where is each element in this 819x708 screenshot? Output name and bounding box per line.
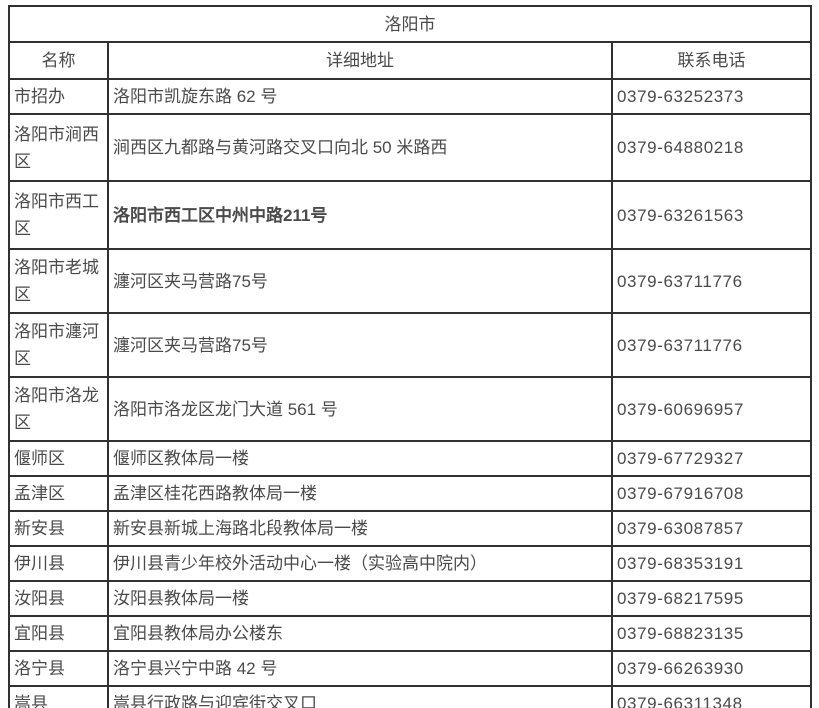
cell-address: 嵩县行政路与迎宾街交叉口 (107, 685, 613, 708)
cell-name: 伊川县 (8, 545, 109, 582)
cell-address: 洛阳市洛龙区龙门大道 561 号 (107, 376, 613, 442)
table-row: 洛宁县 洛宁县兴宁中路 42 号 0379-66263930 (8, 650, 813, 687)
cell-name: 洛阳市洛龙区 (8, 376, 109, 442)
cell-name: 偃师区 (8, 440, 109, 477)
header-row: 名称 详细地址 联系电话 (8, 41, 813, 80)
cell-name: 汝阳县 (8, 580, 109, 617)
cell-address: 孟津区桂花西路教体局一楼 (107, 475, 613, 512)
cell-phone: 0379-66263930 (610, 650, 813, 687)
cell-phone: 0379-67729327 (610, 440, 813, 477)
table-title: 洛阳市 (7, 5, 813, 43)
cell-address: 偃师区教体局一楼 (107, 440, 613, 477)
contact-table: 洛阳市 名称 详细地址 联系电话 市招办 洛阳市凯旋东路 62 号 0379-6… (7, 5, 813, 708)
cell-name: 市招办 (8, 78, 109, 115)
cell-phone: 0379-63711776 (610, 248, 813, 314)
cell-address: 涧西区九都路与黄河路交叉口向北 50 米路西 (107, 113, 613, 182)
table-row: 洛阳市老城区 瀍河区夹马营路75号 0379-63711776 (8, 248, 813, 314)
column-header-phone: 联系电话 (610, 41, 813, 80)
table-row: 洛阳市西工区 洛阳市西工区中州中路211号 0379-63261563 (8, 180, 813, 250)
cell-address: 洛宁县兴宁中路 42 号 (107, 650, 613, 687)
cell-name: 新安县 (8, 510, 109, 547)
cell-name: 洛阳市西工区 (8, 180, 109, 250)
cell-phone: 0379-68823135 (610, 615, 813, 652)
cell-phone: 0379-68217595 (610, 580, 813, 617)
cell-address: 伊川县青少年校外活动中心一楼（实验高中院内） (107, 545, 613, 582)
table-row: 市招办 洛阳市凯旋东路 62 号 0379-63252373 (8, 78, 813, 115)
cell-address: 洛阳市西工区中州中路211号 (107, 180, 613, 250)
cell-address: 瀍河区夹马营路75号 (107, 312, 613, 378)
table-row: 洛阳市洛龙区 洛阳市洛龙区龙门大道 561 号 0379-60696957 (8, 376, 813, 442)
table-row: 新安县 新安县新城上海路北段教体局一楼 0379-63087857 (8, 510, 813, 547)
cell-name: 洛阳市老城区 (8, 248, 109, 314)
table-row: 偃师区 偃师区教体局一楼 0379-67729327 (8, 440, 813, 477)
column-header-address: 详细地址 (107, 41, 613, 80)
cell-name: 洛阳市涧西区 (8, 113, 109, 182)
cell-phone: 0379-60696957 (610, 376, 813, 442)
cell-phone: 0379-66311348 (610, 685, 813, 708)
cell-address: 宜阳县教体局办公楼东 (107, 615, 613, 652)
cell-phone: 0379-63261563 (610, 180, 813, 250)
table-row: 伊川县 伊川县青少年校外活动中心一楼（实验高中院内） 0379-68353191 (8, 545, 813, 582)
cell-phone: 0379-67916708 (610, 475, 813, 512)
cell-phone: 0379-64880218 (610, 113, 813, 182)
cell-address: 汝阳县教体局一楼 (107, 580, 613, 617)
cell-phone: 0379-63087857 (610, 510, 813, 547)
table-row: 嵩县 嵩县行政路与迎宾街交叉口 0379-66311348 (8, 685, 813, 708)
cell-phone: 0379-63252373 (610, 78, 813, 115)
cell-phone: 0379-68353191 (610, 545, 813, 582)
title-row: 洛阳市 (7, 5, 813, 43)
cell-address: 洛阳市凯旋东路 62 号 (107, 78, 613, 115)
cell-address: 新安县新城上海路北段教体局一楼 (107, 510, 613, 547)
cell-name: 嵩县 (8, 685, 109, 708)
table-row: 孟津区 孟津区桂花西路教体局一楼 0379-67916708 (8, 475, 813, 512)
table-row: 汝阳县 汝阳县教体局一楼 0379-68217595 (8, 580, 813, 617)
cell-address: 瀍河区夹马营路75号 (107, 248, 613, 314)
table-row: 宜阳县 宜阳县教体局办公楼东 0379-68823135 (8, 615, 813, 652)
column-header-name: 名称 (8, 41, 109, 80)
table-row: 洛阳市瀍河区 瀍河区夹马营路75号 0379-63711776 (8, 312, 813, 378)
cell-name: 洛阳市瀍河区 (8, 312, 109, 378)
cell-phone: 0379-63711776 (610, 312, 813, 378)
cell-name: 洛宁县 (8, 650, 109, 687)
cell-name: 宜阳县 (8, 615, 109, 652)
cell-name: 孟津区 (8, 475, 109, 512)
table-row: 洛阳市涧西区 涧西区九都路与黄河路交叉口向北 50 米路西 0379-64880… (8, 113, 813, 182)
